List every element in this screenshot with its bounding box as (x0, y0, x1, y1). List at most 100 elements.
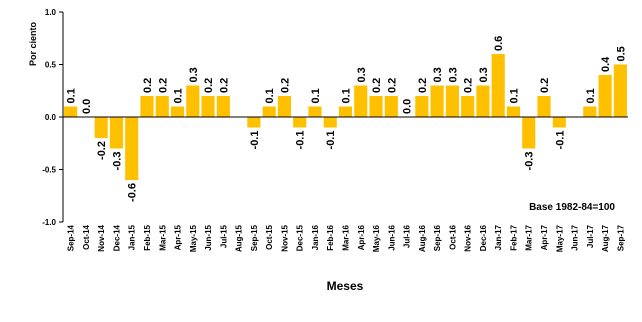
bar (476, 85, 490, 117)
x-tick-label: Apr-15 (174, 224, 183, 250)
x-tick-label: Jun-15 (204, 224, 213, 250)
data-label: 0.2 (157, 78, 169, 93)
bar (583, 106, 597, 117)
bar (201, 96, 215, 117)
data-label: 0.6 (493, 36, 505, 51)
data-label: -0.3 (111, 152, 123, 171)
x-tick-label: Feb-15 (143, 224, 152, 250)
y-axis: 1.0 0.5 0.0 -0.5 -1.0 (42, 8, 64, 227)
x-tick-label: Apr-17 (540, 224, 549, 250)
x-tick-label: Sep-15 (250, 224, 259, 251)
bar (155, 96, 169, 117)
data-label: 0.3 (478, 67, 490, 82)
bar (445, 85, 459, 117)
data-label: 0.1 (264, 88, 276, 103)
x-tick-label: Jul-15 (219, 224, 228, 248)
bar (277, 96, 291, 117)
bar (94, 117, 108, 138)
x-tick-label: Nov-14 (97, 224, 106, 251)
x-tick-label: Aug-16 (418, 224, 427, 252)
data-label: 0.2 (279, 78, 291, 93)
x-tick-label: Feb-16 (326, 224, 335, 250)
x-tick-label: Aug-15 (235, 224, 244, 252)
x-tick-label: Oct-16 (448, 224, 457, 249)
data-label: 0.1 (508, 88, 520, 103)
bar (613, 64, 627, 117)
data-label: 0.3 (447, 67, 459, 82)
x-tick-label: Oct-14 (82, 224, 91, 249)
bar (415, 96, 429, 117)
base-annotation: Base 1982-84=100 (529, 202, 615, 213)
y-tick-label: -0.5 (42, 166, 56, 175)
data-label: 0.3 (188, 67, 200, 82)
bar (125, 117, 139, 180)
x-tick-label: Nov-16 (464, 224, 473, 251)
x-tick-label: Apr-16 (357, 224, 366, 250)
data-label: 0.2 (386, 78, 398, 93)
data-label: -0.1 (249, 131, 261, 150)
bars: 0.10.0-0.2-0.3-0.60.2 0.20.10.30.2 0.2-0.1… (64, 36, 627, 202)
x-tick-label: Sep-17 (616, 224, 625, 251)
bar (140, 96, 154, 117)
data-label: 0.1 (66, 88, 78, 103)
bar (598, 75, 612, 117)
bar (186, 85, 200, 117)
bar (461, 96, 475, 117)
x-tick-label: Nov-15 (280, 224, 289, 251)
bar (491, 54, 505, 117)
x-tick-label: May-16 (372, 224, 381, 252)
y-tick-label: -1.0 (42, 218, 56, 227)
bar (552, 117, 566, 128)
bar (109, 117, 124, 149)
x-tick-label: Mar-16 (342, 224, 351, 250)
data-label: -0.1 (295, 131, 307, 150)
x-tick-label: Jul-17 (586, 224, 595, 248)
x-tick-label: Dec-15 (296, 224, 305, 251)
x-tick-label: Jun-17 (571, 224, 580, 250)
x-axis: Sep-14 Oct-14 Nov-14 Dec-14 Jan-15 Feb-15 Mar-… (63, 116, 628, 252)
bar (384, 96, 398, 117)
x-tick-label: Jul-16 (403, 224, 412, 248)
bar (216, 96, 230, 117)
data-label: 0.1 (585, 88, 597, 103)
bar (522, 117, 536, 149)
data-label: -0.1 (554, 131, 566, 150)
data-label: 0.1 (310, 88, 322, 103)
data-label: 0.2 (417, 78, 429, 93)
x-tick-label: Jan-17 (494, 224, 503, 250)
bar (354, 85, 368, 117)
data-label: 0.2 (142, 78, 154, 93)
data-label: 0.2 (203, 78, 215, 93)
data-label: 0.3 (432, 67, 444, 82)
y-axis-label: Por ciento (28, 21, 38, 66)
x-axis-label: Meses (327, 279, 364, 293)
bar (369, 96, 383, 117)
data-label: 0.1 (341, 88, 353, 103)
x-tick-label: May-15 (189, 224, 198, 252)
bar (262, 106, 276, 117)
x-tick-label: Jan-16 (311, 224, 320, 250)
bar (323, 117, 337, 128)
x-tick-label: Mar-15 (158, 224, 167, 250)
x-tick-label: Dec-16 (479, 224, 488, 251)
x-tick-label: Mar-17 (525, 224, 534, 250)
x-tick-label: Feb-17 (509, 224, 518, 250)
data-label: -0.1 (325, 131, 337, 150)
data-label: 0.2 (371, 78, 383, 93)
data-label: 0.5 (615, 46, 627, 61)
y-tick-label: 0.5 (45, 61, 57, 70)
x-tick-label: Sep-16 (433, 224, 442, 251)
bar (308, 106, 322, 117)
bar (430, 85, 444, 117)
x-tick-label: Oct-15 (265, 224, 274, 249)
y-tick-label: 1.0 (45, 8, 57, 17)
data-label: -0.2 (96, 141, 108, 160)
data-label: 0.2 (218, 78, 230, 93)
data-label: 0.0 (81, 99, 93, 114)
bar (506, 106, 521, 117)
data-label: -0.6 (127, 183, 139, 202)
x-tick-label: Sep-14 (67, 224, 76, 251)
x-tick-label: Dec-14 (112, 224, 121, 251)
bar (338, 106, 353, 117)
